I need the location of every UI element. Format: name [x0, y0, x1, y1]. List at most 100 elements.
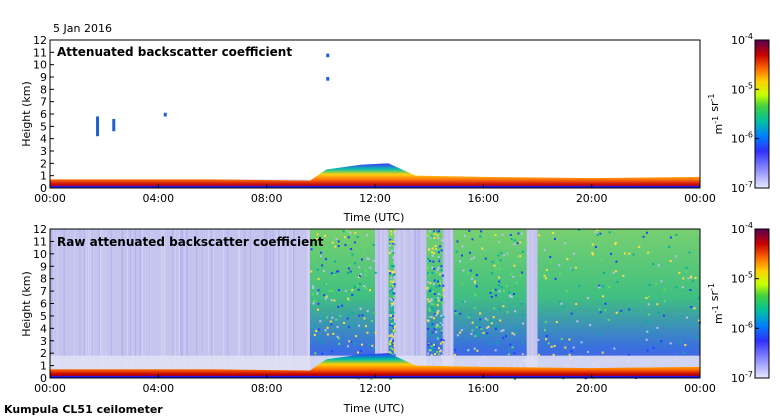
speckle: [513, 264, 516, 267]
speckle: [429, 288, 432, 291]
speckle: [315, 237, 318, 240]
speckle: [506, 311, 509, 314]
noise-streak: [84, 229, 86, 378]
speckle: [350, 248, 353, 251]
y-tick-label: 2: [40, 157, 47, 170]
speckle: [545, 334, 548, 337]
speckle: [648, 295, 651, 298]
noise-streak: [149, 229, 151, 378]
speckle: [574, 266, 577, 269]
colorbar-label: 10-7: [731, 180, 753, 195]
noise-streak: [79, 229, 81, 378]
speckle: [575, 303, 578, 306]
speckle: [684, 344, 687, 347]
speckle: [436, 323, 439, 326]
speckle: [493, 307, 496, 310]
y-tick-label: 8: [40, 83, 47, 96]
speckle: [485, 326, 488, 329]
speckle: [620, 309, 623, 312]
speckle: [502, 290, 505, 293]
speckle: [368, 289, 371, 292]
speckle: [495, 341, 498, 344]
speckle: [690, 276, 693, 279]
speckle: [622, 274, 625, 277]
speckle: [439, 349, 442, 352]
speckle: [433, 232, 436, 235]
speckle: [566, 258, 569, 261]
speckle: [607, 318, 610, 321]
colorbar-label: 10-6: [731, 131, 753, 146]
speckle: [476, 349, 479, 352]
noise-streak: [196, 229, 198, 378]
noise-streak: [100, 229, 102, 378]
speckle: [698, 319, 701, 322]
noise-streak: [63, 229, 65, 378]
speckle: [433, 267, 436, 270]
speckle: [389, 287, 392, 290]
speckle: [437, 297, 440, 300]
speckle: [460, 329, 463, 332]
speckle: [435, 326, 438, 329]
speckle: [473, 347, 476, 350]
speckle: [669, 342, 672, 345]
speckle: [683, 352, 686, 355]
speckle: [674, 255, 677, 258]
speckle: [392, 301, 395, 304]
speckle: [666, 322, 669, 325]
speckle: [389, 377, 392, 380]
x-tick-label: 08:00: [251, 382, 283, 395]
speckle: [549, 256, 552, 259]
speckle: [388, 251, 391, 254]
speckle: [439, 293, 442, 296]
speckle: [326, 326, 329, 329]
speckle: [316, 292, 319, 295]
speckle: [461, 254, 464, 257]
speckle: [589, 324, 592, 327]
speckle: [392, 315, 395, 318]
speckle: [442, 284, 445, 287]
speckle: [522, 314, 525, 317]
speckle: [591, 253, 594, 256]
speckle: [356, 284, 359, 287]
speckle: [393, 317, 396, 320]
speckle: [347, 297, 350, 300]
speckle: [482, 332, 485, 335]
speckle: [391, 318, 394, 321]
speckle: [391, 281, 394, 284]
speckle: [502, 329, 505, 332]
speckle: [431, 266, 434, 269]
speckle: [459, 312, 462, 315]
speckle: [562, 305, 565, 308]
speckle: [442, 239, 445, 242]
speckle: [320, 239, 323, 242]
x-tick-label: 00:00: [34, 192, 66, 205]
speckle: [469, 251, 472, 254]
speckle: [391, 265, 394, 268]
speckle: [521, 341, 524, 344]
speckle: [591, 251, 594, 254]
speckle: [337, 240, 340, 243]
speckle: [439, 273, 442, 276]
speckle: [324, 248, 327, 251]
speckle: [489, 342, 492, 345]
noise-streak: [56, 229, 58, 378]
speckle: [354, 342, 357, 345]
speckle: [390, 318, 393, 321]
speckle: [364, 286, 367, 289]
speckle: [427, 328, 430, 331]
speckle: [438, 325, 441, 328]
speckle: [391, 271, 394, 274]
speckle: [512, 275, 515, 278]
speckle: [519, 274, 522, 277]
y-tick-label: 1: [40, 360, 47, 373]
speckle: [311, 293, 314, 296]
speckle: [325, 258, 328, 261]
speckle: [543, 274, 546, 277]
speckle: [432, 260, 435, 263]
speckle: [470, 257, 473, 260]
speckle: [580, 341, 583, 344]
speckle: [507, 348, 510, 351]
speckle: [429, 282, 432, 285]
speckle: [312, 286, 315, 289]
noise-streak: [448, 229, 450, 378]
